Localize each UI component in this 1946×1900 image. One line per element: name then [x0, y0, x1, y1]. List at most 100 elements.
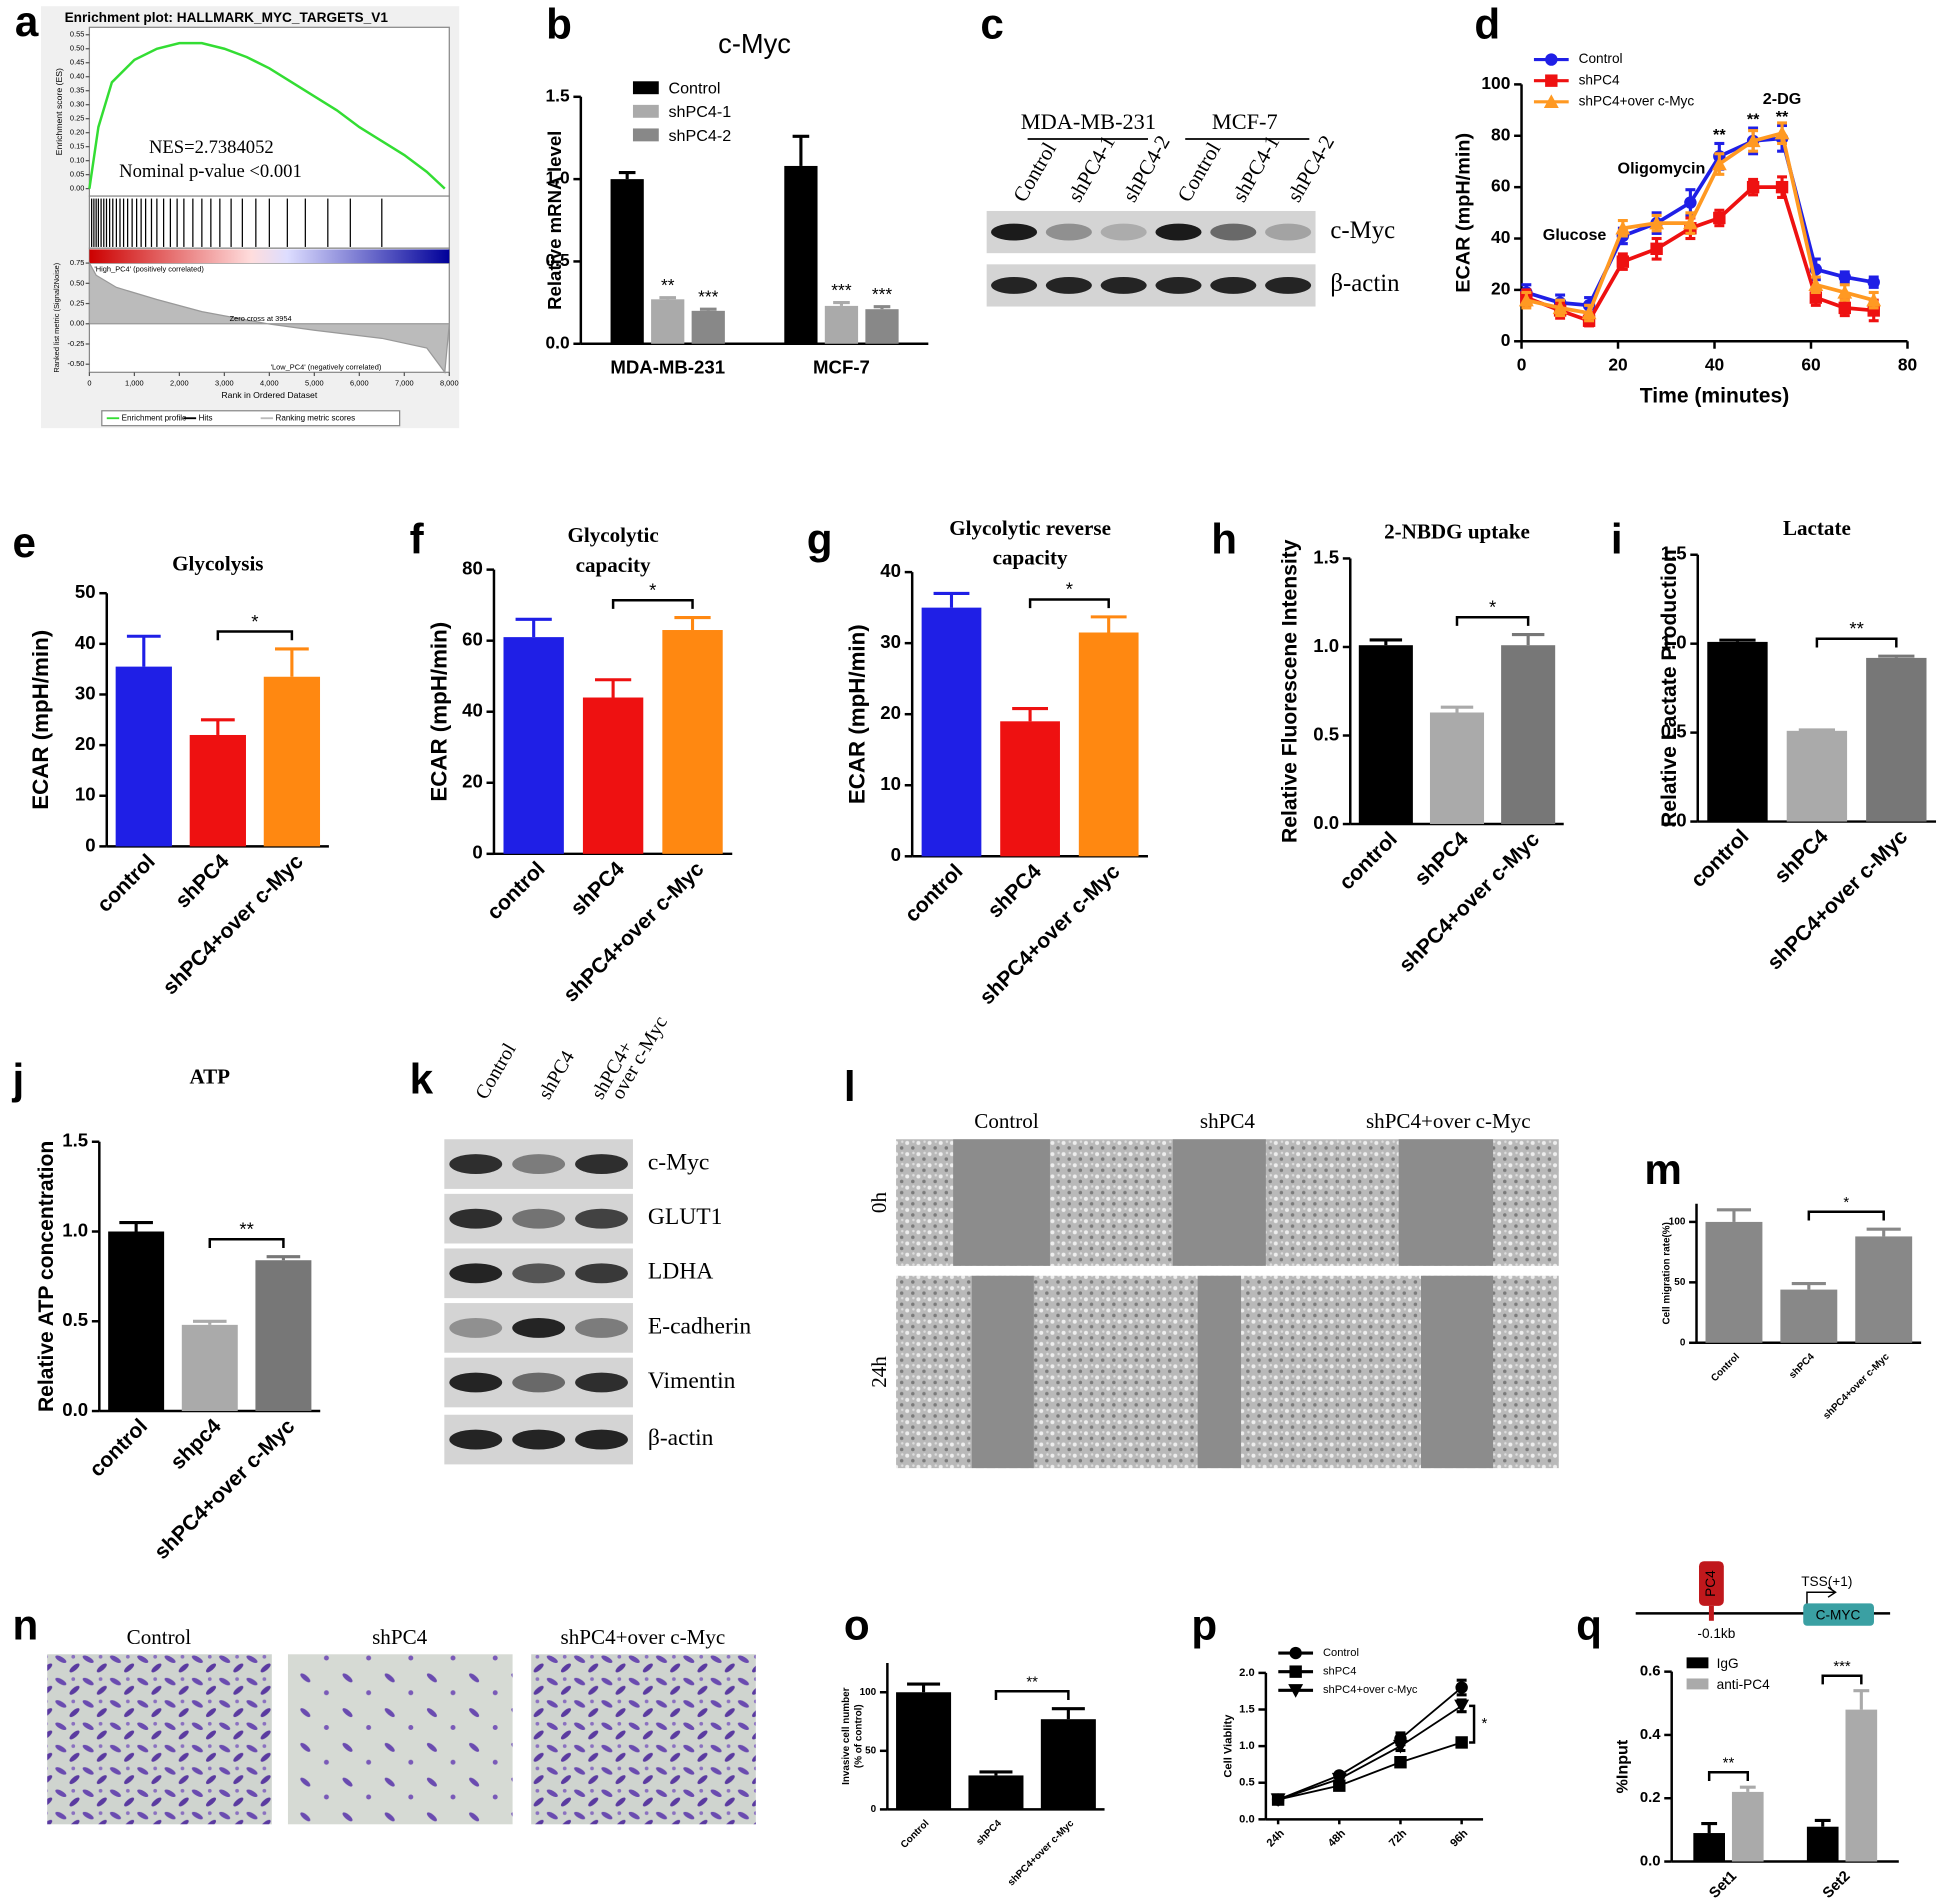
chart-title: 2-NBDG uptake: [1384, 519, 1530, 543]
y-tick-label: 1.5: [62, 1130, 88, 1151]
y-tick-label: 0.55: [70, 30, 84, 39]
lane-label: shPC4-2: [1282, 131, 1339, 206]
y-tick-label: 1.0: [1239, 1740, 1255, 1752]
zero-cross: Zero cross at 3954: [230, 314, 292, 323]
marker: [1867, 275, 1880, 289]
column-label: shPC4: [372, 1625, 428, 1649]
y-axis-label: Relative Lactate Production: [1658, 549, 1681, 827]
blot-band: [575, 1429, 628, 1450]
bar: [1705, 1221, 1763, 1343]
marker: [1581, 305, 1597, 320]
bar: [181, 1324, 238, 1412]
chart-title: Glycolysis: [172, 552, 263, 576]
panel-label: m: [1644, 1146, 1682, 1193]
legend-label: shPC4-1: [668, 103, 731, 121]
annotation: **: [1747, 111, 1760, 129]
y-tick-label: 0.50: [70, 278, 84, 287]
panel-label: j: [11, 1055, 24, 1102]
y-tick-label: 0.15: [70, 142, 84, 151]
chart-title: ATP: [189, 1064, 230, 1088]
y-axis-label: Relative ATP concentration: [35, 1141, 58, 1412]
annotation: **: [1713, 126, 1726, 144]
x-tick-label: shPC4+over c-Myc: [1395, 827, 1544, 976]
significance-label: *: [649, 579, 656, 600]
y-tick-label: 0.5: [1239, 1777, 1255, 1789]
significance-label: **: [1849, 618, 1863, 639]
marker: [1650, 242, 1663, 256]
bar: [610, 179, 644, 344]
significance-label: ***: [831, 280, 852, 300]
panel-label: b: [546, 0, 572, 47]
marker: [1552, 300, 1568, 315]
significance-bracket: [1469, 1704, 1476, 1744]
bar: [1040, 1719, 1096, 1810]
significance-bracket: [1807, 1210, 1885, 1221]
wound-gap: [971, 1275, 1034, 1469]
series-line: [1277, 1705, 1463, 1801]
y-tick-label: -0.50: [67, 359, 84, 368]
x-axis-label: Rank in Ordered Dataset: [221, 390, 318, 400]
y-tick-label: 1.0: [1661, 632, 1687, 653]
row-label: β-actin: [648, 1425, 714, 1451]
annotation: **: [1776, 108, 1789, 126]
panel-label: n: [12, 1601, 38, 1648]
blot-band: [991, 223, 1038, 241]
y-tick-label: 0.50: [70, 44, 84, 53]
panel-label: k: [410, 1055, 434, 1102]
y-axis-label: Enrichment score (ES): [54, 68, 64, 155]
bar: [968, 1775, 1024, 1810]
y-axis-label: Ranked list metric (Signal2Noise): [52, 262, 61, 372]
bar: [784, 165, 818, 344]
blot-band: [449, 1208, 503, 1229]
bar: [691, 310, 725, 344]
marker: [1393, 1739, 1408, 1754]
y-tick-label: 0.4: [1640, 1727, 1661, 1743]
significance-label: **: [661, 275, 675, 295]
y-tick-label: 1.5: [1313, 546, 1339, 567]
x-tick-label: control: [93, 850, 160, 917]
bar: [582, 697, 644, 854]
panel-label: i: [1611, 515, 1623, 562]
significance-bracket: [1815, 637, 1898, 648]
y-tick-label: 0: [1501, 330, 1511, 350]
marker: [1808, 277, 1824, 291]
significance-label: **: [1723, 1756, 1735, 1772]
significance-label: ***: [1833, 1659, 1851, 1675]
y-tick-label: 50: [865, 1745, 877, 1756]
x-tick-label: shPC4: [974, 1818, 1004, 1848]
y-tick-label: 0: [871, 1804, 877, 1815]
y-tick-label: 0.35: [70, 86, 84, 95]
y-tick-label: 80: [462, 558, 483, 579]
x-tick-label: shPC4: [566, 857, 629, 920]
blot-band: [449, 1263, 503, 1284]
significance-label: *: [1482, 1716, 1488, 1732]
blot-band: [1155, 276, 1202, 294]
x-tick-label: 24h: [1265, 1827, 1287, 1849]
chart-title: c-Myc: [718, 28, 791, 59]
blot-band: [575, 1208, 628, 1229]
panel-label: o: [844, 1601, 870, 1648]
marker: [1649, 215, 1665, 230]
bar: [1501, 645, 1556, 825]
y-tick-label: 0.75: [70, 258, 84, 267]
bar: [1731, 1791, 1764, 1862]
bar: [1000, 721, 1060, 857]
legend-swatch: [632, 81, 659, 95]
y-tick-label: 0.5: [1661, 721, 1687, 742]
row-label: β-actin: [1330, 270, 1400, 297]
chart-title: Glycolytic reverse: [949, 516, 1111, 540]
x-tick-label: shPC4+over c-Myc: [159, 850, 308, 999]
x-tick-label: shPC4+over c-Myc: [1821, 1351, 1892, 1422]
y-tick-label: 0.6: [1640, 1664, 1661, 1680]
factor-label: PC4: [1703, 1570, 1718, 1597]
marker: [1545, 74, 1558, 87]
bar: [1780, 1289, 1838, 1343]
y-tick-label: 0: [891, 844, 901, 865]
x-tick-label: 6,000: [350, 378, 369, 387]
chart-title: Glycolytic: [567, 523, 658, 547]
marker: [1775, 180, 1789, 194]
x-tick-label: shPC4: [1787, 1351, 1817, 1381]
blot-band: [1210, 276, 1257, 294]
y-tick-label: 1.0: [1313, 635, 1339, 656]
